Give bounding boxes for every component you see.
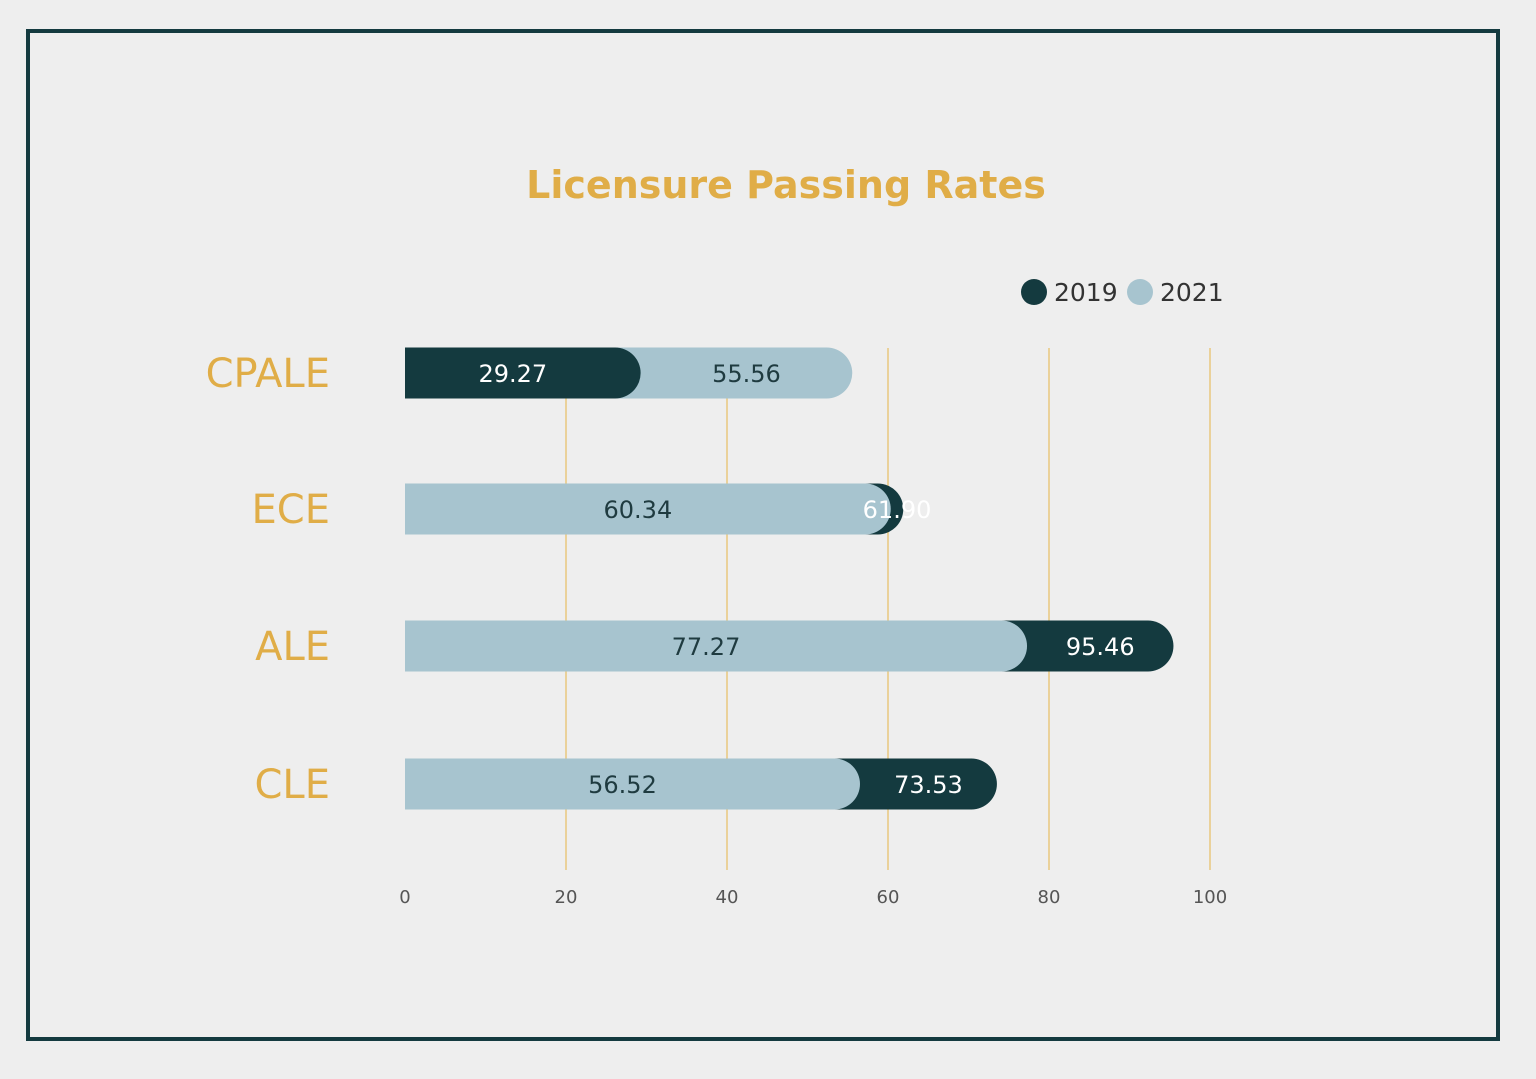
legend-label-2021: 2021 (1160, 278, 1224, 307)
category-label-ece: ECE (252, 487, 330, 533)
value-label-ece-2019: 61.90 (863, 496, 932, 524)
category-label-cpale: CPALE (206, 351, 330, 397)
x-tick-label-80: 80 (1038, 887, 1061, 908)
bar-ale-2021 (405, 620, 1028, 672)
bar-cpale-2019 (405, 347, 641, 399)
chart-title: Licensure Passing Rates (526, 163, 1046, 207)
label-layer: CPALE 29.27 55.56 ECE 60.34 61.90 ALE 77.27 95.4… (206, 351, 1135, 808)
chart-frame (26, 29, 1500, 1041)
bar-ece-2021 (405, 483, 891, 535)
x-tick-label-0: 0 (399, 887, 410, 908)
category-label-cle: CLE (255, 762, 331, 808)
x-tick-label-20: 20 (555, 887, 578, 908)
value-label-cpale-2019: 29.27 (478, 360, 547, 388)
bar-cle-2021 (405, 758, 860, 810)
category-label-ale: ALE (255, 624, 330, 670)
x-tick-label-60: 60 (877, 887, 900, 908)
x-tick-label-100: 100 (1193, 887, 1227, 908)
value-label-ale-2019: 95.46 (1066, 633, 1135, 661)
value-label-cle-2019: 73.53 (894, 771, 963, 799)
value-label-ece-2021: 60.34 (604, 496, 673, 524)
value-label-ale-2021: 77.27 (672, 633, 741, 661)
legend: 2019 2021 (1021, 278, 1224, 307)
x-axis-ticks: 0 20 40 60 80 100 (399, 887, 1227, 908)
value-label-cpale-2021: 55.56 (712, 360, 781, 388)
value-label-cle-2021: 56.52 (588, 771, 657, 799)
bar-layer (405, 347, 1174, 810)
legend-marker-2021 (1127, 279, 1153, 305)
legend-marker-2019 (1021, 279, 1047, 305)
x-tick-label-40: 40 (716, 887, 739, 908)
legend-label-2019: 2019 (1054, 278, 1118, 307)
